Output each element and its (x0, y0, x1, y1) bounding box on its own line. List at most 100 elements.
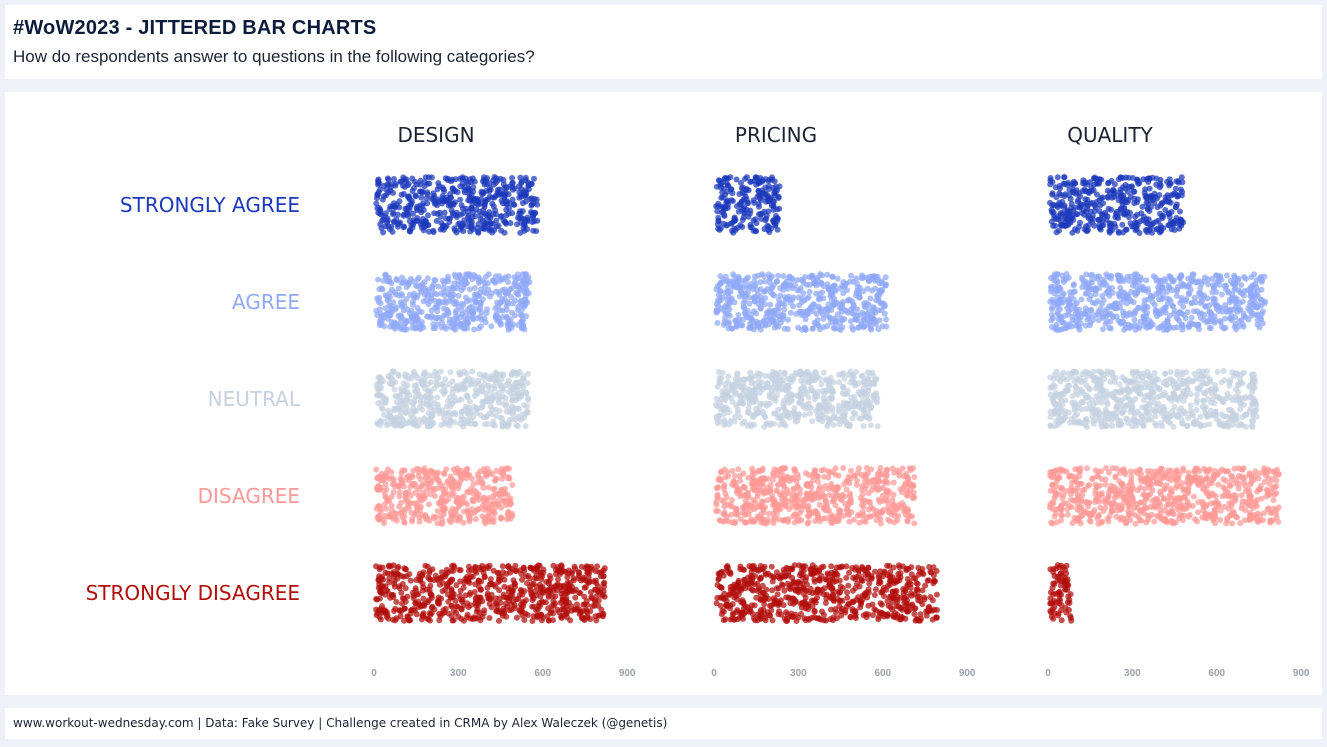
jitter-point (387, 513, 394, 520)
jitter-point (762, 320, 769, 327)
jitter-point (1168, 226, 1175, 233)
jitter-point (1160, 225, 1167, 232)
jitter-point (447, 202, 454, 209)
row-label-strongly-agree: STRONGLY AGREE (120, 193, 300, 217)
jitter-point (375, 176, 382, 183)
jitter-point (734, 409, 741, 416)
jitter-point (739, 217, 746, 223)
jitter-point (412, 480, 418, 487)
jitter-point (384, 422, 391, 429)
jitter-point (503, 220, 510, 227)
jitter-point (441, 323, 448, 330)
jitter-point (846, 423, 853, 430)
jitter-point (757, 305, 764, 312)
jitter-point (525, 179, 532, 186)
jitter-point (1183, 369, 1190, 376)
jitter-point (424, 221, 431, 228)
jitter-point (739, 189, 746, 196)
jitter-point (861, 311, 868, 318)
jitter-point (1070, 289, 1077, 296)
jitter-point (403, 209, 410, 216)
jitter-point (492, 305, 499, 312)
jitter-point (1221, 377, 1228, 384)
jitter-point (1167, 298, 1174, 305)
jitter-point (1091, 377, 1098, 384)
jitter-point (484, 306, 491, 313)
jitter-point (489, 501, 496, 508)
jitter-point (761, 273, 767, 279)
jitter-point (1162, 207, 1169, 213)
jitter-point (452, 187, 459, 194)
jitter-point (787, 391, 794, 397)
jitter-point (461, 368, 467, 375)
jitter-point (1048, 209, 1055, 215)
jitter-point (445, 291, 452, 298)
jitter-point (380, 193, 387, 200)
jitter-point (522, 198, 529, 205)
jitter-point (388, 493, 395, 500)
jitter-point (449, 410, 456, 417)
jitter-point (425, 501, 432, 508)
jitter-point (1078, 203, 1084, 209)
jitter-point (831, 287, 838, 294)
jitter-point (1057, 213, 1064, 220)
jitter-point (384, 175, 391, 182)
jitter-point (1252, 294, 1259, 301)
jitter-point (1155, 325, 1162, 332)
jitter-point (776, 205, 783, 212)
jitter-point (1131, 188, 1138, 195)
jitter-point (416, 324, 423, 331)
jitter-point (752, 227, 759, 234)
jitter-point (430, 190, 437, 197)
jitter-point (1116, 381, 1123, 388)
jitter-point (420, 298, 427, 305)
jitter-point (823, 377, 830, 384)
jitter-point (851, 393, 858, 400)
jitter-point (856, 294, 863, 301)
jitter-point (417, 188, 423, 195)
jitter-point (1082, 196, 1089, 203)
jitter-point (721, 175, 728, 182)
jitter-point (398, 480, 405, 487)
jitter-point (1189, 320, 1195, 327)
jitter-point (1151, 200, 1158, 206)
jitter-point (1158, 284, 1165, 291)
jitter-point (820, 324, 827, 331)
jitter-point (519, 375, 526, 382)
jitter-point (731, 299, 738, 306)
jitter-point (1167, 420, 1174, 427)
jitter-point (430, 321, 437, 328)
jitter-point (771, 420, 778, 427)
jitter-point (791, 405, 798, 411)
jitter-point (1128, 184, 1135, 191)
jitter-point (1241, 274, 1248, 280)
jitter-point (517, 393, 524, 400)
jitter-point (860, 385, 867, 392)
jitter-point (430, 372, 437, 379)
jitter-point (529, 219, 536, 225)
jitter-point (1172, 185, 1179, 192)
jitter-point (874, 273, 881, 280)
jitter-point (434, 485, 441, 492)
jitter-point (464, 214, 471, 221)
jitter-point (479, 277, 486, 284)
jitter-point (402, 371, 409, 378)
jitter-point (815, 406, 822, 413)
jitter-point (808, 273, 815, 280)
jitter-point (864, 391, 871, 398)
jitter-point (480, 177, 487, 183)
jitter-point (1232, 298, 1239, 305)
jitter-point (386, 413, 393, 420)
jitter-point (1075, 324, 1082, 331)
jitter-point (777, 421, 784, 428)
jitter-point (1084, 424, 1090, 430)
jitter-point (391, 176, 397, 182)
jitter-point (385, 407, 392, 414)
jitter-point (376, 512, 383, 519)
jitter-point (439, 193, 446, 199)
jitter-point (1080, 207, 1087, 214)
jitter-point (416, 404, 423, 410)
jitter-point (722, 381, 729, 387)
jitter-point (483, 290, 490, 297)
jitter-point (431, 385, 438, 392)
